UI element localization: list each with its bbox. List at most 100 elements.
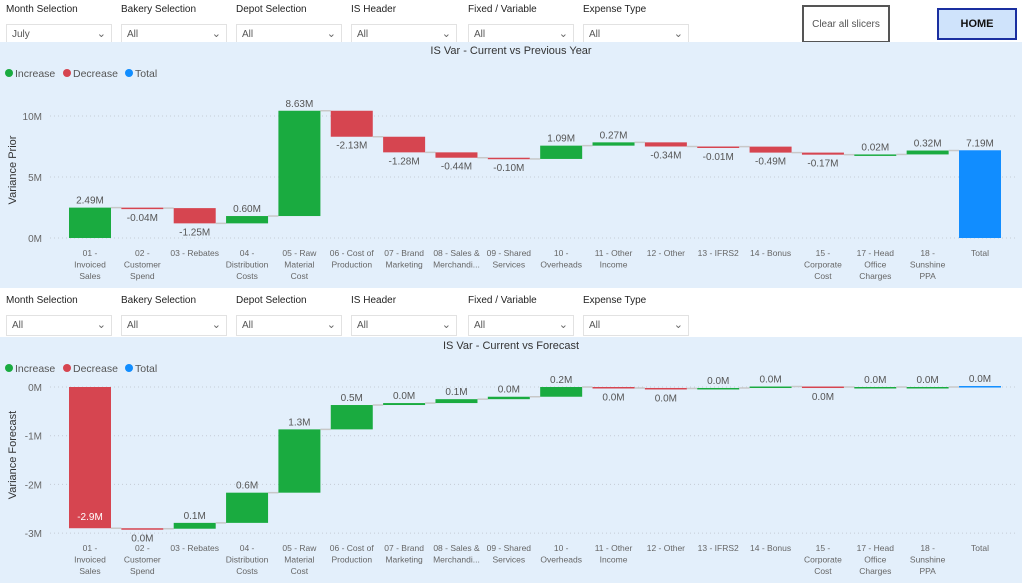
slicer-dropdown[interactable]: All ⌄	[468, 315, 574, 336]
waterfall-bar	[226, 492, 269, 523]
waterfall-bar	[69, 207, 111, 238]
category-label: Merchandi...	[433, 555, 480, 565]
category-label: Production	[331, 260, 372, 270]
slicer: Expense Type All ⌄	[583, 295, 689, 336]
category-label: 18 -	[920, 248, 935, 258]
data-label: 2.49M	[76, 196, 104, 207]
slicer-label: Month Selection	[6, 4, 78, 15]
category-label: Overheads	[540, 555, 582, 565]
slicer-label: Expense Type	[583, 4, 647, 15]
category-label: Cost	[291, 271, 309, 281]
waterfall-bar	[278, 429, 321, 493]
category-label: Customer	[124, 555, 161, 565]
slicer-label: Bakery Selection	[121, 295, 197, 306]
data-label: 0.0M	[917, 375, 939, 386]
legend-marker-icon	[63, 69, 71, 77]
category-label: PPA	[919, 271, 936, 281]
slicer-label: Depot Selection	[236, 4, 307, 15]
category-label: 08 - Sales &	[433, 543, 480, 553]
slicer-label: Bakery Selection	[121, 4, 197, 15]
slicer: Depot Selection All ⌄	[236, 4, 342, 45]
category-label: 11 - Other	[595, 543, 633, 553]
category-label: Material	[284, 555, 314, 565]
category-label: 06 - Cost of	[330, 248, 375, 258]
slicer: Depot Selection All ⌄	[236, 295, 342, 336]
category-label: Sunshine	[910, 555, 946, 565]
slicer-value: All	[242, 29, 254, 40]
slicer-dropdown[interactable]: All ⌄	[236, 315, 342, 336]
clear-all-slicers-button[interactable]: Clear all slicers	[802, 5, 890, 43]
chevron-down-icon: ⌄	[673, 28, 683, 40]
slicer-value: All	[474, 320, 486, 331]
chevron-down-icon: ⌄	[673, 319, 683, 331]
waterfall-bar	[697, 387, 740, 390]
category-label: Services	[493, 260, 526, 270]
waterfall-bar	[540, 387, 583, 397]
home-button[interactable]: HOME	[937, 8, 1017, 40]
waterfall-bar	[173, 208, 216, 224]
category-label: Charges	[859, 566, 891, 576]
category-label: Customer	[124, 260, 161, 270]
waterfall-bar	[592, 387, 635, 389]
category-label: Costs	[236, 271, 258, 281]
waterfall-bar	[487, 157, 530, 160]
slicer-value: All	[357, 29, 369, 40]
waterfall-bar	[749, 386, 792, 389]
data-label: 0.60M	[233, 204, 261, 215]
category-label: 02 -	[135, 543, 150, 553]
waterfall-bar	[435, 399, 478, 404]
category-label: Corporate	[804, 260, 842, 270]
legend-label: Decrease	[73, 363, 118, 375]
slicer-dropdown[interactable]: July ⌄	[6, 24, 112, 45]
category-label: Cost	[291, 566, 309, 576]
data-label: 0.27M	[600, 130, 628, 141]
data-label: -0.17M	[807, 159, 838, 170]
slicer-value: All	[474, 29, 486, 40]
data-label: -0.34M	[650, 151, 681, 162]
category-label: Spend	[130, 566, 155, 576]
data-label: 0.0M	[131, 534, 153, 545]
data-label: 0.0M	[602, 393, 624, 404]
category-label: 17 - Head	[857, 543, 895, 553]
slicer-dropdown[interactable]: All ⌄	[236, 24, 342, 45]
category-label: Income	[600, 555, 628, 565]
slicer-label: IS Header	[351, 4, 397, 15]
slicer: Bakery Selection All ⌄	[121, 4, 227, 45]
chart-variance-forecast: IS Var - Current vs Forecast Increase Decr…	[0, 337, 1022, 583]
slicer-label: Expense Type	[583, 295, 647, 306]
slicer-value: All	[589, 320, 601, 331]
slicer-dropdown[interactable]: All ⌄	[351, 315, 457, 336]
category-label: 09 - Shared	[487, 543, 532, 553]
category-label: Overheads	[540, 260, 582, 270]
slicer-dropdown[interactable]: All ⌄	[583, 315, 689, 336]
waterfall-bar	[330, 405, 373, 430]
chart-title: IS Var - Current vs Forecast	[443, 340, 579, 352]
y-axis-title: Variance Prior	[7, 135, 19, 204]
slicer-dropdown[interactable]: All ⌄	[6, 315, 112, 336]
y-tick-label: -1M	[25, 432, 42, 443]
category-label: Distribution	[226, 260, 269, 270]
waterfall-bar	[435, 152, 478, 158]
category-label: 09 - Shared	[487, 248, 532, 258]
category-label: 13 - IFRS2	[698, 543, 739, 553]
slicer: Expense Type All ⌄	[583, 4, 689, 45]
slicer-value: All	[357, 320, 369, 331]
category-label: 04 -	[240, 248, 255, 258]
waterfall-bar	[330, 110, 373, 137]
category-label: Marketing	[385, 555, 423, 565]
slicer-label: Fixed / Variable	[468, 4, 537, 15]
category-label: 03 - Rebates	[170, 248, 219, 258]
data-label: 0.32M	[914, 139, 942, 150]
data-label: 0.1M	[184, 511, 206, 522]
waterfall-bar	[383, 403, 426, 406]
legend-marker-icon	[125, 364, 133, 372]
slicer-value: July	[12, 29, 30, 40]
slicer-value: All	[127, 29, 139, 40]
chevron-down-icon: ⌄	[326, 28, 336, 40]
y-tick-label: 0M	[28, 234, 42, 245]
data-label: -0.44M	[441, 162, 472, 173]
slicer-dropdown[interactable]: All ⌄	[121, 315, 227, 336]
slicer: Month Selection All ⌄	[6, 295, 112, 336]
category-label: 01 -	[83, 543, 98, 553]
data-label: 0.5M	[341, 393, 363, 404]
